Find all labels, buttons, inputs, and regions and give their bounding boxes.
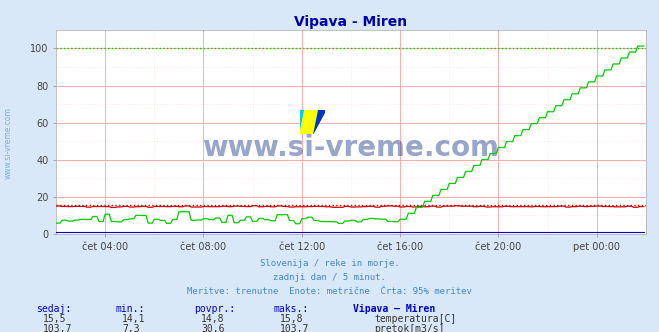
Text: www.si-vreme.com: www.si-vreme.com [3, 107, 13, 179]
Polygon shape [300, 110, 325, 134]
Text: sedaj:: sedaj: [36, 304, 71, 314]
Text: 14,1: 14,1 [122, 314, 146, 324]
Polygon shape [300, 110, 312, 134]
Text: 103,7: 103,7 [43, 324, 72, 332]
Text: min.:: min.: [115, 304, 145, 314]
Text: Meritve: trenutne  Enote: metrične  Črta: 95% meritev: Meritve: trenutne Enote: metrične Črta: … [187, 287, 472, 296]
Text: Slovenija / reke in morje.: Slovenija / reke in morje. [260, 259, 399, 269]
Text: zadnji dan / 5 minut.: zadnji dan / 5 minut. [273, 273, 386, 283]
Title: Vipava - Miren: Vipava - Miren [295, 15, 407, 29]
Text: Vipava – Miren: Vipava – Miren [353, 304, 435, 314]
Text: 30,6: 30,6 [201, 324, 225, 332]
Text: 103,7: 103,7 [280, 324, 310, 332]
Text: povpr.:: povpr.: [194, 304, 235, 314]
Text: maks.:: maks.: [273, 304, 308, 314]
Text: pretok[m3/s]: pretok[m3/s] [374, 324, 445, 332]
Text: 15,5: 15,5 [43, 314, 67, 324]
Text: 15,8: 15,8 [280, 314, 304, 324]
Text: temperatura[C]: temperatura[C] [374, 314, 457, 324]
Text: 14,8: 14,8 [201, 314, 225, 324]
Polygon shape [300, 110, 318, 134]
Text: 7,3: 7,3 [122, 324, 140, 332]
Polygon shape [312, 110, 325, 134]
Text: www.si-vreme.com: www.si-vreme.com [202, 134, 500, 162]
